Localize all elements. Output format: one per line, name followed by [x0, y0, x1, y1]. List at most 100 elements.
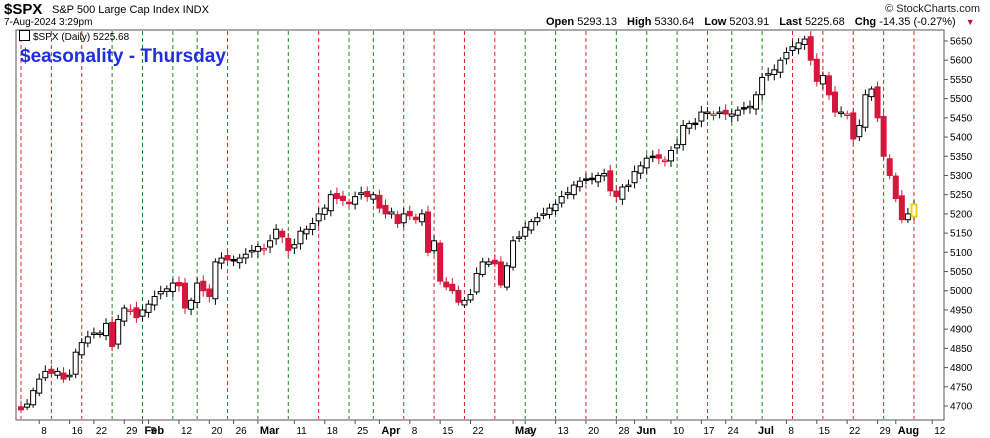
candle-body [795, 42, 802, 50]
x-tick-label: 22 [849, 426, 861, 437]
x-tick-label: 22 [96, 426, 108, 437]
candle-body [260, 247, 267, 251]
legend: $SPX (Daily) 5225.68 [19, 30, 129, 43]
ohlc-readout: Open 5293.13 High 5330.64 Low 5203.91 La… [546, 16, 975, 28]
x-tick-label: Jun [637, 425, 657, 437]
candle-body [789, 46, 796, 51]
x-tick-label: 24 [728, 426, 740, 437]
candle-body [382, 204, 389, 215]
candle-body [619, 186, 626, 200]
candle-body [613, 190, 620, 198]
candle-body [78, 342, 85, 356]
x-tick-label: Feb [144, 425, 164, 437]
candle-body [418, 213, 425, 223]
candle-body [528, 221, 535, 231]
high-value: 5330.64 [654, 16, 695, 28]
candle-body [352, 196, 359, 205]
candle-body [467, 294, 474, 301]
candle-body [643, 157, 650, 169]
candle-body [740, 107, 747, 110]
candle-body [661, 159, 668, 163]
candle-body [279, 230, 286, 238]
candle-body [103, 322, 110, 337]
candle-body [327, 194, 334, 212]
candle-body [437, 242, 444, 282]
down-arrow-icon: ▼ [965, 17, 975, 27]
candle-body [825, 75, 832, 96]
candle-body [546, 207, 553, 216]
candle-body [631, 171, 638, 184]
x-tick-label: 8 [41, 426, 47, 437]
candle-body [838, 111, 845, 115]
candle-body [698, 111, 705, 122]
candle-body [692, 122, 699, 126]
candle-body [637, 165, 644, 174]
last-value: 5225.68 [804, 16, 845, 28]
candle-body [339, 195, 346, 201]
candle-body [145, 303, 152, 313]
candle-body [455, 289, 462, 303]
x-tick-label: 22 [473, 426, 485, 437]
candle-body [18, 406, 24, 411]
candle-body [200, 280, 207, 292]
y-tick-label: 4700 [950, 402, 973, 413]
x-tick-label: 11 [296, 426, 307, 437]
candle-body [36, 378, 43, 394]
candle-body [558, 196, 565, 204]
candle-body [716, 111, 723, 115]
x-tick-label: 6 [527, 426, 533, 437]
candle-body [844, 113, 851, 116]
candle-body [175, 281, 182, 287]
candle-body [242, 253, 249, 259]
y-tick-label: 5400 [950, 133, 973, 144]
candle-body [370, 194, 377, 200]
candle-body [728, 113, 735, 117]
candle-body [297, 230, 304, 245]
candle-body [358, 192, 365, 195]
candle-body [819, 75, 826, 85]
candle-body [497, 261, 504, 286]
candle-body [886, 158, 893, 176]
timestamp: 7-Aug-2024 3:29pm [4, 17, 93, 28]
candle-body [267, 240, 274, 248]
candle-body [163, 288, 170, 292]
candle-body [412, 216, 419, 221]
low-label: Low [704, 16, 727, 28]
candle-body [303, 228, 310, 235]
candle-body [127, 309, 134, 312]
candle-body [473, 272, 480, 293]
candle-body [704, 111, 711, 115]
candle-body [333, 193, 340, 200]
candle-body [576, 180, 583, 188]
candle-body [734, 109, 741, 116]
low-value: 5203.91 [729, 16, 770, 28]
candle-swatch-icon [19, 30, 30, 41]
candle-body [807, 36, 814, 61]
candle-body [212, 261, 219, 300]
brand-label[interactable]: © StockCharts.com [885, 3, 980, 15]
x-tick-label: 8 [412, 426, 418, 437]
candle-body [400, 213, 407, 224]
x-tick-label: 28 [618, 426, 630, 437]
candle-body [722, 109, 729, 115]
candle-body [862, 94, 869, 128]
last-label: Last [779, 16, 802, 28]
candle-body [169, 282, 176, 292]
candle-body [194, 282, 201, 304]
candle-body [42, 370, 49, 379]
x-tick-label: 26 [236, 426, 248, 437]
candle-body [777, 59, 784, 73]
candle-body [30, 390, 37, 406]
legend-label: $SPX (Daily) 5225.68 [33, 32, 130, 43]
candle-body [54, 370, 61, 376]
candle-body [346, 201, 353, 205]
candle-body [66, 374, 73, 378]
candle-body [765, 73, 772, 76]
candle-body [188, 299, 195, 310]
candle-body [90, 332, 97, 335]
y-tick-label: 5250 [950, 190, 973, 201]
candle-body [589, 177, 596, 181]
candle-body [491, 259, 498, 265]
